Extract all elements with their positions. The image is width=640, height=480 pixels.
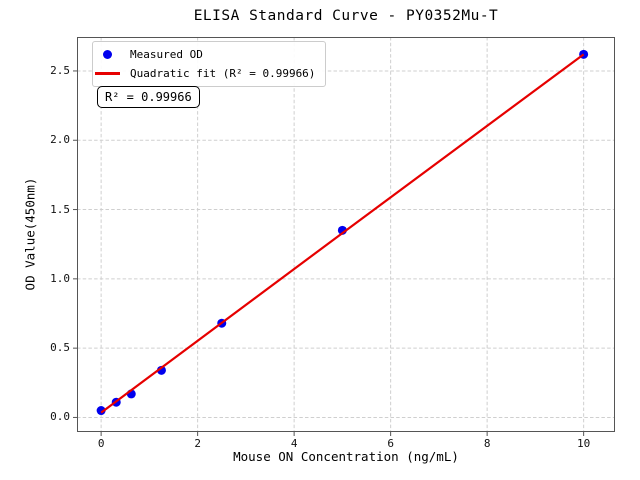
axes-spines (77, 37, 615, 432)
legend-item: Quadratic fit (R² = 0.99966) (93, 66, 315, 81)
x-tick-label: 10 (577, 437, 591, 450)
x-tick-label: 2 (194, 437, 201, 450)
plot-canvas (73, 37, 615, 436)
legend-item: Measured OD (93, 47, 315, 62)
chart-title: ELISA Standard Curve - PY0352Mu-T (193, 8, 499, 24)
y-tick-label: 1.0 (50, 271, 70, 285)
legend-line-marker (95, 72, 120, 75)
y-tick-label: 0.5 (50, 341, 70, 355)
y-tick-label: 2.5 (50, 63, 70, 77)
x-tick-label: 6 (387, 437, 394, 450)
x-tick-label: 8 (483, 437, 491, 450)
y-tick-label: 2.0 (50, 133, 70, 147)
r-squared-text: R² = 0.99966 (105, 90, 192, 104)
x-axis-label: Mouse ON Concentration (ng/mL) (233, 449, 459, 464)
x-tick-label: 0 (97, 437, 105, 450)
x-tick-label: 4 (290, 437, 298, 450)
legend-dot-marker (103, 50, 112, 59)
data-point (96, 406, 106, 416)
fit-line (100, 53, 585, 414)
legend-label: Quadratic fit (R² = 0.99966) (130, 67, 316, 80)
y-tick-label: 1.5 (50, 202, 70, 216)
plot-area: Measured OD Quadratic fit (R² = 0.99966) (73, 37, 615, 436)
y-tick-label: 0.0 (50, 410, 70, 424)
r-squared-annotation: R² = 0.99966 (97, 86, 200, 108)
legend-label: Measured OD (130, 48, 203, 61)
legend: Measured OD Quadratic fit (R² = 0.99966) (92, 41, 327, 87)
